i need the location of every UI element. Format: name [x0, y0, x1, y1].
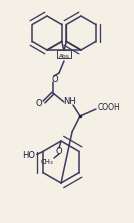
Text: NH: NH: [64, 97, 76, 107]
Text: CH₃: CH₃: [41, 159, 53, 165]
Text: O: O: [56, 147, 62, 157]
Text: HO: HO: [22, 151, 35, 160]
Text: Abs: Abs: [59, 54, 69, 60]
Text: O: O: [52, 74, 58, 83]
Text: COOH: COOH: [98, 103, 121, 112]
FancyBboxPatch shape: [57, 50, 71, 58]
Text: O: O: [36, 99, 42, 107]
